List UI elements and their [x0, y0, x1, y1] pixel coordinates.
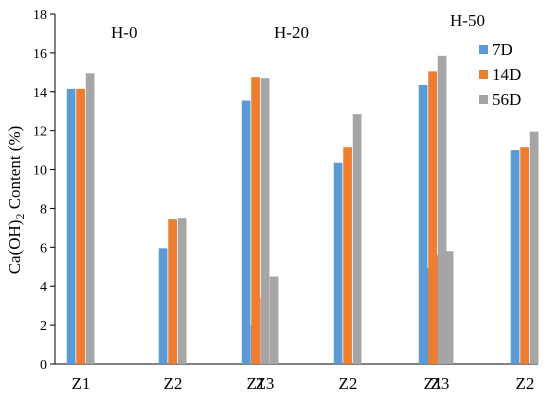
bar-H-50-Z2-14D	[520, 147, 529, 364]
legend: 7D 14D 56D	[479, 40, 521, 109]
bar-H-0-Z1-7D	[66, 88, 76, 364]
bar-H-20-Z1-14D	[251, 77, 260, 364]
legend-label-56D: 56D	[492, 90, 521, 109]
x-category-label: Z2	[516, 374, 535, 393]
x-category-label: Z1	[424, 374, 443, 393]
y-tick-label: 14	[33, 86, 47, 101]
bar-H-0-Z2-56D	[177, 218, 187, 364]
y-axis-label-main: Ca(OH)	[5, 220, 24, 275]
x-category-label: Z1	[247, 374, 266, 393]
bar-H-50-Z1-14D	[428, 71, 437, 364]
y-tick-label: 8	[40, 202, 47, 217]
bar-H-0-Z3-56D	[269, 276, 279, 364]
bar-H-20-Z1-56D	[260, 78, 270, 365]
group-label: H-20	[274, 23, 309, 42]
x-category-label: Z2	[164, 374, 183, 393]
y-tick-label: 0	[40, 358, 47, 373]
group-labels: H-0 H-20 H-50	[111, 11, 485, 42]
y-tick-label: 6	[40, 241, 47, 256]
legend-swatch-14D	[479, 70, 488, 79]
y-axis-label: Ca(OH)2 Content (%)	[5, 126, 27, 275]
bar-H-20-Z2-14D	[343, 147, 352, 364]
legend-label-14D: 14D	[492, 65, 521, 84]
group-label: H-0	[111, 23, 137, 42]
bar-H-0-Z1-56D	[85, 73, 95, 365]
legend-label-7D: 7D	[492, 40, 513, 59]
y-tick-label: 10	[33, 164, 47, 179]
legend-swatch-7D	[479, 45, 488, 54]
x-category-label: Z3	[256, 374, 275, 393]
y-ticks: 0 2 4 6 8 10 12 14 16 18	[33, 8, 55, 373]
bar-H-50-Z2-56D	[529, 131, 539, 364]
bar-H-20-Z3-56D	[444, 251, 454, 364]
bar-H-20-Z2-7D	[333, 162, 343, 364]
y-tick-label: 4	[40, 280, 47, 295]
group-label: H-50	[450, 11, 485, 30]
axes	[54, 14, 538, 365]
bars	[66, 55, 539, 365]
legend-swatch-56D	[479, 95, 488, 104]
bar-H-50-Z1-7D	[418, 84, 428, 364]
y-tick-label: 16	[33, 47, 47, 62]
bar-H-20-Z1-7D	[241, 100, 251, 365]
bar-H-0-Z1-14D	[76, 88, 85, 364]
bar-H-0-Z2-14D	[168, 219, 177, 364]
y-axis-label-subscript: 2	[13, 214, 27, 220]
bar-H-50-Z1-56D	[437, 55, 447, 365]
x-category-label: Z1	[72, 374, 91, 393]
bar-H-50-Z2-7D	[510, 150, 520, 364]
category-labels: Z1Z2Z3Z1Z2Z3Z1Z2Z3	[72, 374, 535, 393]
y-axis-label-rest: Content (%)	[5, 126, 24, 214]
y-tick-label: 18	[33, 8, 47, 23]
y-tick-label: 2	[40, 319, 47, 334]
x-category-label: Z3	[431, 374, 450, 393]
bar-H-20-Z2-56D	[352, 114, 362, 364]
y-tick-label: 12	[33, 125, 47, 140]
x-category-label: Z2	[339, 374, 358, 393]
bar-H-0-Z2-7D	[158, 248, 168, 364]
